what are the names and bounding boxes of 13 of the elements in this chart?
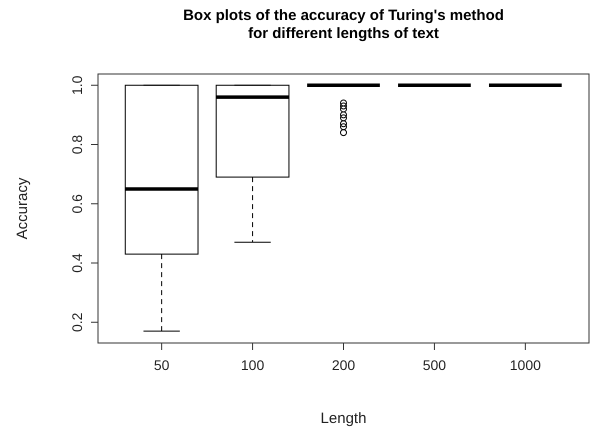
y-tick-label: 1.0 [69,75,85,95]
y-tick-label: 0.4 [69,253,85,273]
x-axis-title: Length [320,410,366,427]
y-tick-label: 0.6 [69,194,85,214]
y-tick-label: 0.8 [69,134,85,154]
x-tick-label: 500 [422,357,446,373]
x-tick-label: 50 [154,357,170,373]
y-tick-label: 0.2 [69,312,85,332]
chart-title: Box plots of the accuracy of Turing's method for different lengths of text [183,7,504,42]
x-tick-label: 100 [240,357,264,373]
x-tick-label: 200 [332,357,356,373]
x-tick-label: 1000 [510,357,542,373]
y-axis-title: Accuracy [14,177,31,240]
